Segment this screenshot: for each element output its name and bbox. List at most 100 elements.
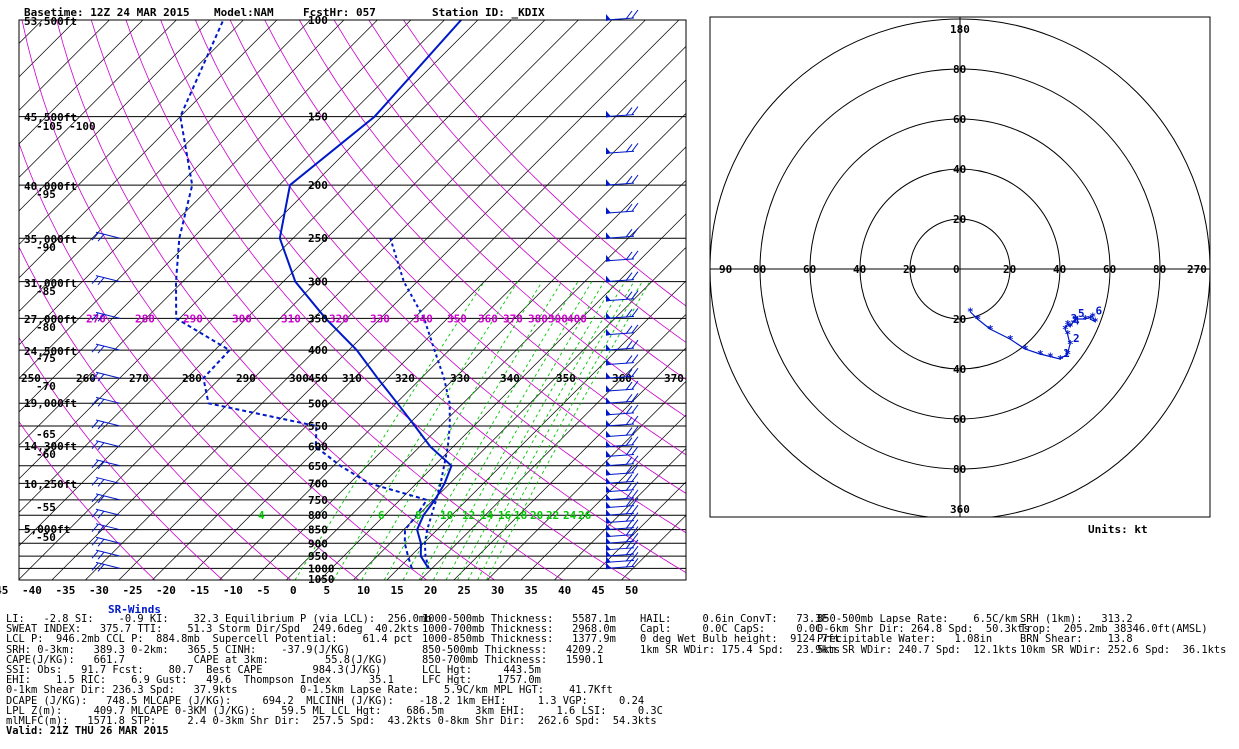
hodograph-point: * xyxy=(1067,321,1074,334)
hodograph-point: * xyxy=(987,323,994,336)
pressure-label: 600 xyxy=(308,441,328,454)
pressure-label: 400 xyxy=(308,344,328,357)
parameter-cell: 1000-500mb Thickness: 5587.1m xyxy=(422,613,616,625)
theta-label: 260 xyxy=(76,372,96,385)
parameter-cell: SRH: 0-3km: 389.3 0-2km: 365.5 CINH: -37… xyxy=(6,643,351,656)
hodograph-ring-label: 60 xyxy=(803,263,816,276)
hodograph-height-marker: 1 xyxy=(1063,347,1070,360)
wind-barb xyxy=(605,526,639,538)
isotherm-line xyxy=(19,20,412,413)
valid-time: Valid: 21Z THU 26 MAR 2015 xyxy=(6,725,169,737)
parameter-cell: 0-6km Shr Dir: 264.8 Spd: 50.3kts xyxy=(817,623,1030,636)
theta-label: 370 xyxy=(664,372,684,385)
hodograph-ring-label: 40 xyxy=(853,263,866,276)
hodograph-point: * xyxy=(967,306,974,319)
hodograph-point: * xyxy=(1037,348,1044,361)
theta-label: 300 xyxy=(232,312,252,325)
parameter-cell: CAPE(J/KG): 661.7 CAPE at 3km: 55.8(J/KG… xyxy=(6,653,388,666)
header-model: Model:NAM xyxy=(214,6,274,19)
wind-barb xyxy=(91,523,121,534)
wind-barb xyxy=(605,380,639,393)
parameter-row: CAPE(J/KG): 661.7 CAPE at 3km: 55.8(J/KG… xyxy=(6,653,1236,666)
hodograph-point: * xyxy=(1082,313,1089,326)
parameter-cell: SWEAT INDEX: 375.7 TTI: 51.3 Storm Dir/S… xyxy=(6,623,419,636)
mixing-ratio-line xyxy=(445,281,616,580)
temp-axis-label: -35 xyxy=(56,584,76,597)
pressure-label: 950 xyxy=(308,550,328,563)
wind-barb xyxy=(605,481,639,493)
isotherm-line xyxy=(19,20,512,513)
theta-label: 320 xyxy=(395,372,415,385)
skewt-plot: 1001502002503003504004505005506006507007… xyxy=(0,9,687,597)
hodograph-origin-label: 0 xyxy=(953,263,960,276)
isotherm-line xyxy=(19,20,211,212)
theta-label: 320 xyxy=(329,312,349,325)
parameter-row: DCAPE (J/KG): 748.5 MLCAPE (J/KG): 694.2… xyxy=(6,695,1236,706)
isotherm-line xyxy=(353,246,686,580)
left-temp-label: -105 -100 xyxy=(36,120,96,133)
parameter-cell: LFC Hgt: 1757.0m xyxy=(422,674,541,687)
dry-adiabat-line xyxy=(125,20,631,580)
altitude-label: 14,300ft xyxy=(24,440,77,453)
pressure-label: 750 xyxy=(308,494,328,507)
isotherm-line xyxy=(386,280,686,580)
mixing-ratio-label: 14 xyxy=(480,509,494,522)
wind-barb xyxy=(605,473,639,485)
parameter-row: mlMLFC(m): 1571.8 STP: 2.4 0-3km Shr Dir… xyxy=(6,714,1236,727)
wind-barb xyxy=(91,231,121,242)
mixing-ratio-label: 24 xyxy=(563,509,577,522)
temp-axis-label: 5 xyxy=(324,584,331,597)
temp-axis-label: 35 xyxy=(525,584,538,597)
mixing-ratio-label: 10 xyxy=(440,509,453,522)
left-temp-label: -50 xyxy=(36,531,56,544)
parameter-cell: mlMLFC(m): 1571.8 STP: 2.4 0-3km Shr Dir… xyxy=(6,714,657,727)
hodograph-trace xyxy=(969,311,1097,360)
hodograph-point: * xyxy=(1047,351,1054,364)
hodograph-height-marker: 4 xyxy=(1073,315,1080,328)
isotherm-line xyxy=(19,20,110,111)
pressure-label: 800 xyxy=(308,509,328,522)
parameter-cell: 850-700mb Thickness: 1590.1 xyxy=(422,653,604,666)
left-temp-label: -55 xyxy=(36,501,56,514)
altitude-label: 19,000ft xyxy=(24,397,77,410)
isotherm-line xyxy=(19,20,177,178)
parameter-row: SRH: 0-3km: 389.3 0-2km: 365.5 CINH: -37… xyxy=(6,643,1236,656)
wind-barb xyxy=(91,343,121,354)
pressure-label: 900 xyxy=(308,537,328,550)
parameter-cell: Precipitable Water: 1.08in xyxy=(817,633,993,646)
pressure-label: 300 xyxy=(308,276,328,289)
isotherm-line xyxy=(487,380,686,580)
parameter-table: LI: -2.8 SI: -0.9 KI: 32.3 Equilibrium P… xyxy=(6,614,1236,726)
skewt-frame xyxy=(18,19,687,581)
hodograph-units-label: Units: kt xyxy=(1088,523,1148,536)
pressure-label: 200 xyxy=(308,179,328,192)
wind-barb xyxy=(605,142,639,155)
isotherm-line xyxy=(19,20,311,312)
parameter-cell: 1km SR WDir: 175.4 Spd: 23.9kts xyxy=(640,643,841,656)
left-temp-label: -85 xyxy=(36,285,56,298)
wind-barb xyxy=(605,415,639,428)
hodograph-ring-label: 80 xyxy=(1153,263,1166,276)
isotherm-line xyxy=(152,45,686,580)
wind-barb xyxy=(605,324,639,336)
temp-axis-label: 0 xyxy=(290,584,297,597)
theta-label: 310 xyxy=(281,312,301,325)
theta-label: 330 xyxy=(370,312,390,325)
hodograph-height-marker: 5 xyxy=(1078,307,1085,320)
wind-barb xyxy=(605,250,639,262)
wind-barb xyxy=(605,455,639,467)
wind-barb xyxy=(605,436,639,448)
wind-barb xyxy=(91,311,121,322)
pressure-label: 250 xyxy=(308,232,328,245)
temp-axis-label: 25 xyxy=(458,584,471,597)
altitude-label: 40,000ft xyxy=(24,180,77,193)
theta-label: 270 xyxy=(129,372,149,385)
dry-adiabat-line xyxy=(229,20,686,494)
isotherm-line xyxy=(19,20,43,44)
hodograph-point: * xyxy=(975,313,982,326)
parameter-cell: 0-1km Shear Dir: 236.3 Spd: 37.9kts 0-1.… xyxy=(6,684,613,697)
isotherm-line xyxy=(19,20,244,245)
hodograph-height-marker: 3 xyxy=(1071,312,1078,325)
wind-barb xyxy=(605,393,639,405)
dry-adiabat-line xyxy=(403,20,686,307)
